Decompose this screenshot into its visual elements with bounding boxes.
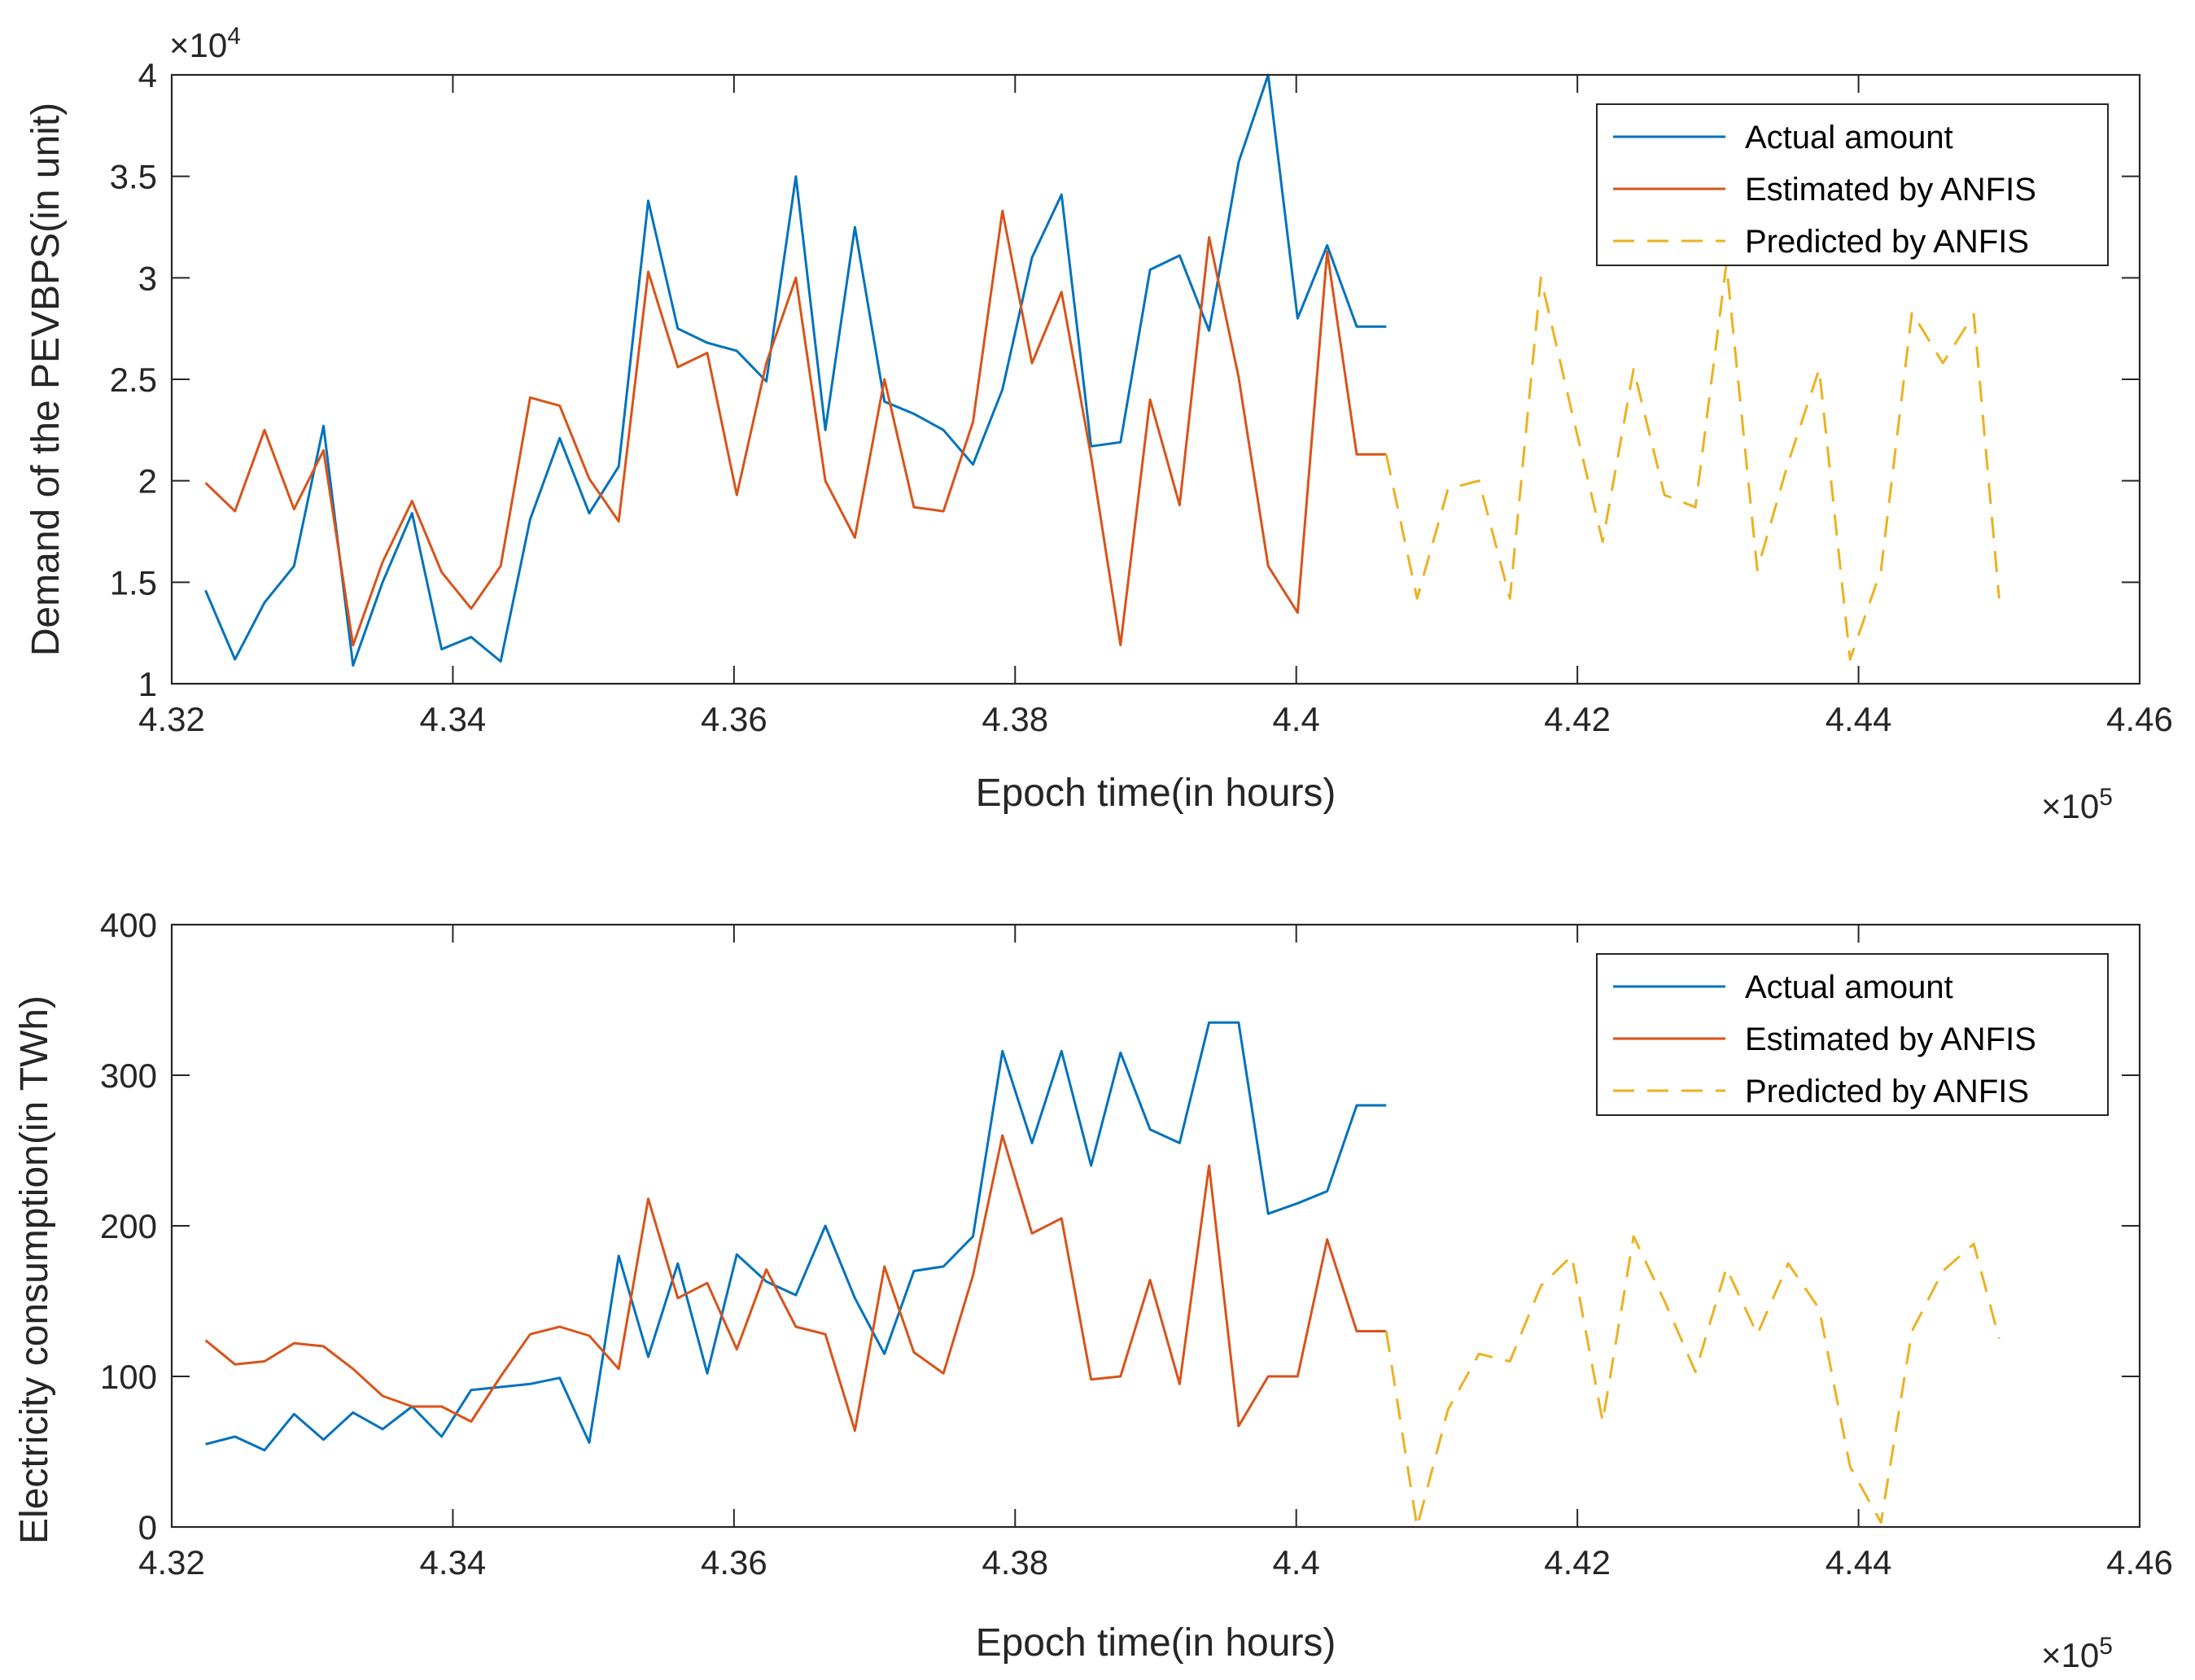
chart-electricity-x-tick-label: 4.34 [420,1543,487,1582]
chart-demand-ticks-layer [171,74,2140,685]
chart-electricity-x-axis-title: Epoch time(in hours) [976,1621,1336,1665]
chart-demand-series-actual [204,73,1387,667]
chart-demand-x-tick-label: 4.34 [420,700,487,738]
chart-electricity-y-tick-label: 100 [100,1358,157,1396]
chart-electricity-legend-label-actual: Actual amount [1745,969,1953,1005]
chart-electricity-y-tick-label: 300 [100,1057,157,1095]
chart-electricity-x-tick-labels: 4.32 4.34 4.36 4.38 4.4 4.42 4.44 4.46 [138,1543,2173,1582]
chart-demand-series-estimated [204,209,1387,647]
chart-electricity-y-tick-label: 200 [100,1207,157,1245]
chart-demand-series-layer [204,73,2000,667]
chart-demand-x-tick-label: 4.36 [701,700,767,738]
chart-electricity-legend-label-estimated: Estimated by ANFIS [1745,1022,2036,1057]
chart-demand-legend-label-estimated: Estimated by ANFIS [1745,172,2036,208]
chart-electricity-x-tick-label: 4.38 [982,1543,1048,1582]
chart-electricity-legend: Actual amount Estimated by ANFIS Predict… [1596,953,2109,1116]
chart-electricity-legend-box [1596,953,2109,1116]
chart-demand-x-tick-label: 4.46 [2106,700,2173,738]
chart-demand-x-tick-label: 4.38 [982,700,1048,738]
chart-demand-y-tick-label: 2.5 [110,361,157,399]
chart-electricity-x-tick-label: 4.32 [138,1543,205,1582]
chart-demand-y-tick-label: 1.5 [110,563,157,602]
chart-demand-y-tick-label: 1 [138,665,157,703]
chart-electricity: 4.32 4.34 4.36 4.38 4.4 4.42 4.44 4.46 0 100 200 3… [13,906,2173,1674]
chart-demand-y-axis-title: Demand of the PEVBPS(in unit) [24,103,68,656]
chart-demand-y-exponent: ×104 [169,23,241,64]
chart-demand-x-tick-label: 4.32 [138,700,205,738]
chart-demand-x-tick-label: 4.44 [1826,700,1892,738]
chart-demand-legend-label-actual: Actual amount [1745,120,1953,155]
chart-demand-x-tick-label: 4.42 [1544,700,1611,738]
chart-electricity-y-tick-labels: 0 100 200 300 400 [100,906,157,1547]
chart-demand-y-tick-label: 3.5 [110,158,157,196]
chart-demand-y-tick-label: 3 [138,259,157,297]
chart-electricity-y-axis-title: Electricity consumption(in TWh) [13,995,56,1544]
chart-demand: 4.32 4.34 4.36 4.38 4.4 4.42 4.44 4.46 1 1.5 2 2.5… [24,23,2173,825]
chart-demand-x-tick-labels: 4.32 4.34 4.36 4.38 4.4 4.42 4.44 4.46 [138,700,2173,738]
chart-demand-legend: Actual amount Estimated by ANFIS Predict… [1596,103,2109,266]
chart-electricity-series-predicted [1384,1235,2000,1529]
chart-demand-y-tick-label: 2 [138,462,157,501]
chart-demand-y-tick-labels: 1 1.5 2 2.5 3 3.5 4 [110,56,157,703]
chart-electricity-series-layer [204,1021,2000,1529]
chart-demand-x-axis-title: Epoch time(in hours) [976,772,1336,815]
chart-demand-legend-label-predicted: Predicted by ANFIS [1745,224,2029,260]
chart-electricity-series-actual [205,1021,1387,1452]
chart-electricity-y-tick-label: 0 [138,1508,157,1547]
chart-electricity-ticks-layer [171,924,2140,1528]
chart-electricity-x-tick-label: 4.44 [1826,1543,1892,1582]
chart-demand-legend-box [1596,103,2109,266]
chart-electricity-series-estimated [204,1134,1387,1433]
chart-electricity-y-tick-label: 400 [100,906,157,944]
chart-electricity-x-tick-label: 4.46 [2106,1543,2173,1582]
chart-demand-y-tick-label: 4 [138,56,157,94]
chart-electricity-x-exponent: ×105 [2041,1633,2113,1674]
chart-demand-series-predicted [1384,262,2000,661]
chart-demand-x-exponent: ×105 [2041,784,2113,825]
chart-electricity-x-tick-label: 4.42 [1544,1543,1611,1582]
chart-electricity-x-tick-label: 4.36 [701,1543,767,1582]
chart-demand-x-tick-label: 4.4 [1273,700,1320,738]
chart-electricity-x-tick-label: 4.4 [1273,1543,1320,1582]
chart-electricity-legend-label-predicted: Predicted by ANFIS [1745,1074,2029,1109]
